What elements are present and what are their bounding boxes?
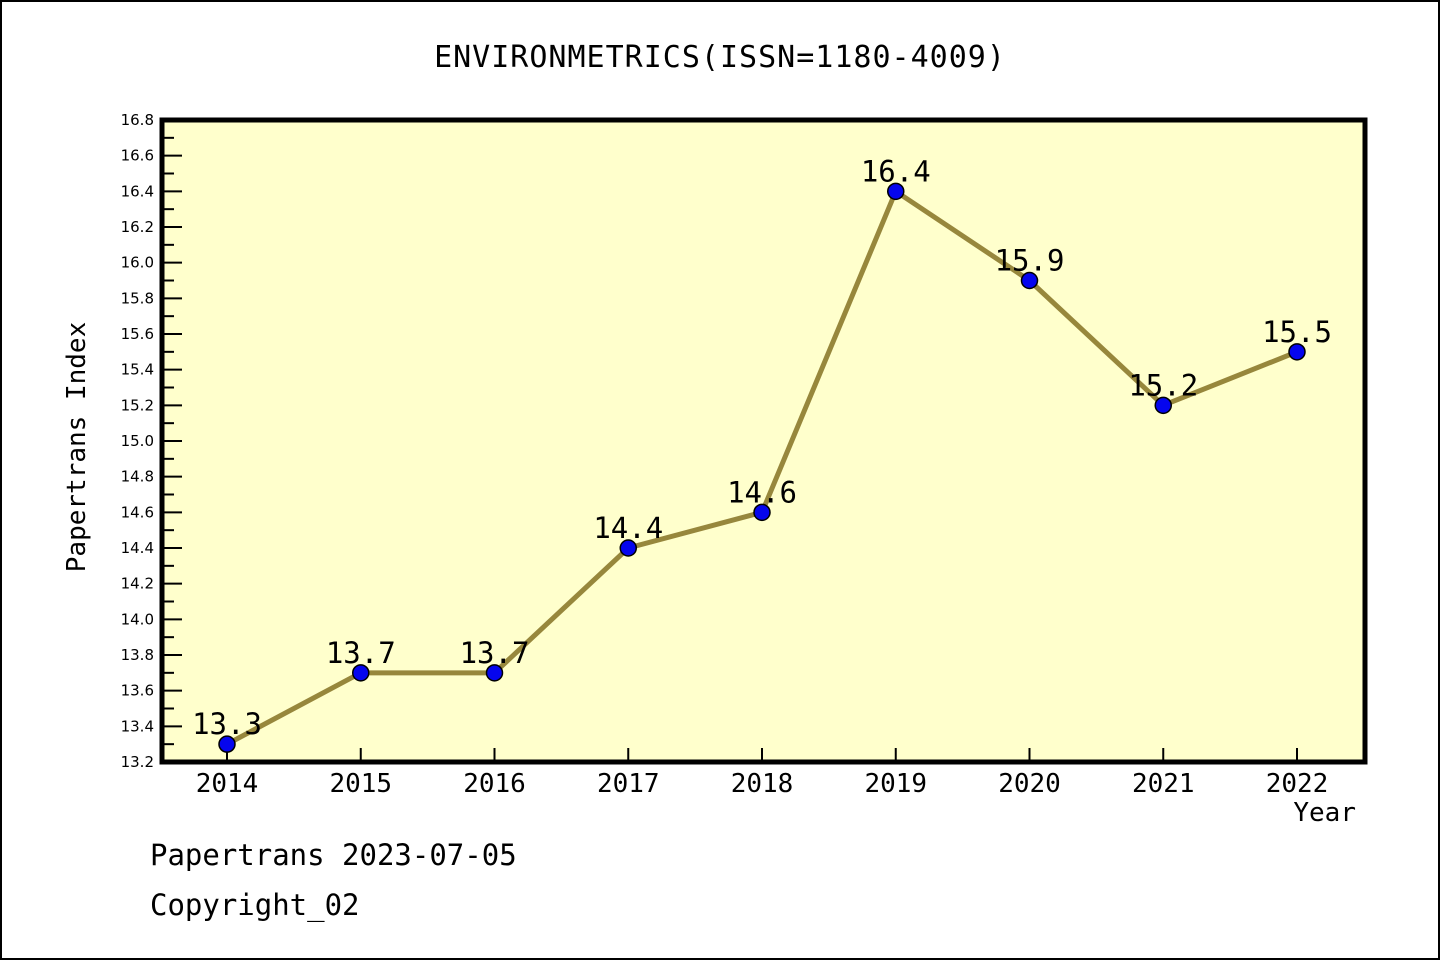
y-tick-label: 13.8 — [121, 646, 154, 664]
x-tick-label: 2020 — [998, 769, 1061, 799]
y-tick-label: 15.2 — [121, 396, 154, 414]
data-point-label: 13.7 — [460, 636, 530, 670]
y-tick-label: 13.2 — [121, 753, 154, 771]
data-point — [619, 539, 637, 557]
y-tick-label: 14.6 — [121, 503, 154, 521]
y-tick-label: 16.0 — [121, 254, 154, 272]
data-point-label: 13.3 — [192, 707, 262, 741]
x-tick-label: 2019 — [864, 769, 927, 799]
y-tick-label: 15.0 — [121, 432, 154, 450]
data-point — [1154, 396, 1172, 415]
data-point-label: 13.7 — [326, 636, 396, 670]
plot-area — [159, 117, 1368, 765]
data-point-label: 15.5 — [1262, 315, 1332, 349]
data-point-label: 14.4 — [593, 511, 663, 545]
data-point — [753, 503, 771, 522]
y-tick-label: 15.4 — [121, 361, 154, 379]
y-tick-label: 16.4 — [121, 182, 154, 200]
chart-title: ENVIRONMETRICS(ISSN=1180-4009) — [434, 40, 1006, 75]
footer-date: Papertrans 2023-07-05 — [150, 838, 517, 872]
data-point-label: 14.6 — [727, 475, 797, 509]
data-point — [485, 664, 504, 682]
x-tick-label: 2017 — [597, 769, 660, 799]
y-tick-label: 13.6 — [121, 682, 154, 700]
y-tick-label: 14.8 — [121, 468, 154, 486]
y-tick-label: 16.8 — [121, 111, 154, 129]
x-tick-label: 2015 — [329, 769, 392, 799]
y-tick-label: 15.8 — [121, 289, 154, 307]
data-point — [1020, 271, 1039, 290]
x-tick-label: 2021 — [1132, 769, 1195, 799]
footer-copyright: Copyright_02 — [150, 888, 360, 922]
x-tick-label: 2014 — [196, 769, 259, 799]
x-axis-title: Year — [1293, 798, 1356, 828]
y-tick-label: 16.2 — [121, 218, 154, 236]
data-point — [352, 664, 370, 682]
data-point-label: 15.2 — [1128, 368, 1198, 402]
x-tick-label: 2022 — [1266, 769, 1329, 799]
y-tick-label: 16.6 — [121, 147, 154, 165]
x-tick-label: 2016 — [463, 769, 526, 799]
y-tick-label: 14.4 — [121, 539, 154, 557]
data-point-label: 16.4 — [861, 154, 931, 188]
y-tick-label: 15.6 — [121, 325, 154, 343]
data-point — [218, 735, 236, 753]
x-tick-label: 2018 — [731, 769, 794, 799]
y-tick-label: 14.0 — [121, 610, 154, 628]
data-point — [1288, 343, 1306, 361]
data-point-label: 15.9 — [995, 244, 1065, 278]
data-point — [887, 182, 905, 201]
y-tick-label: 14.2 — [121, 575, 154, 593]
y-tick-label: 13.4 — [121, 717, 154, 735]
